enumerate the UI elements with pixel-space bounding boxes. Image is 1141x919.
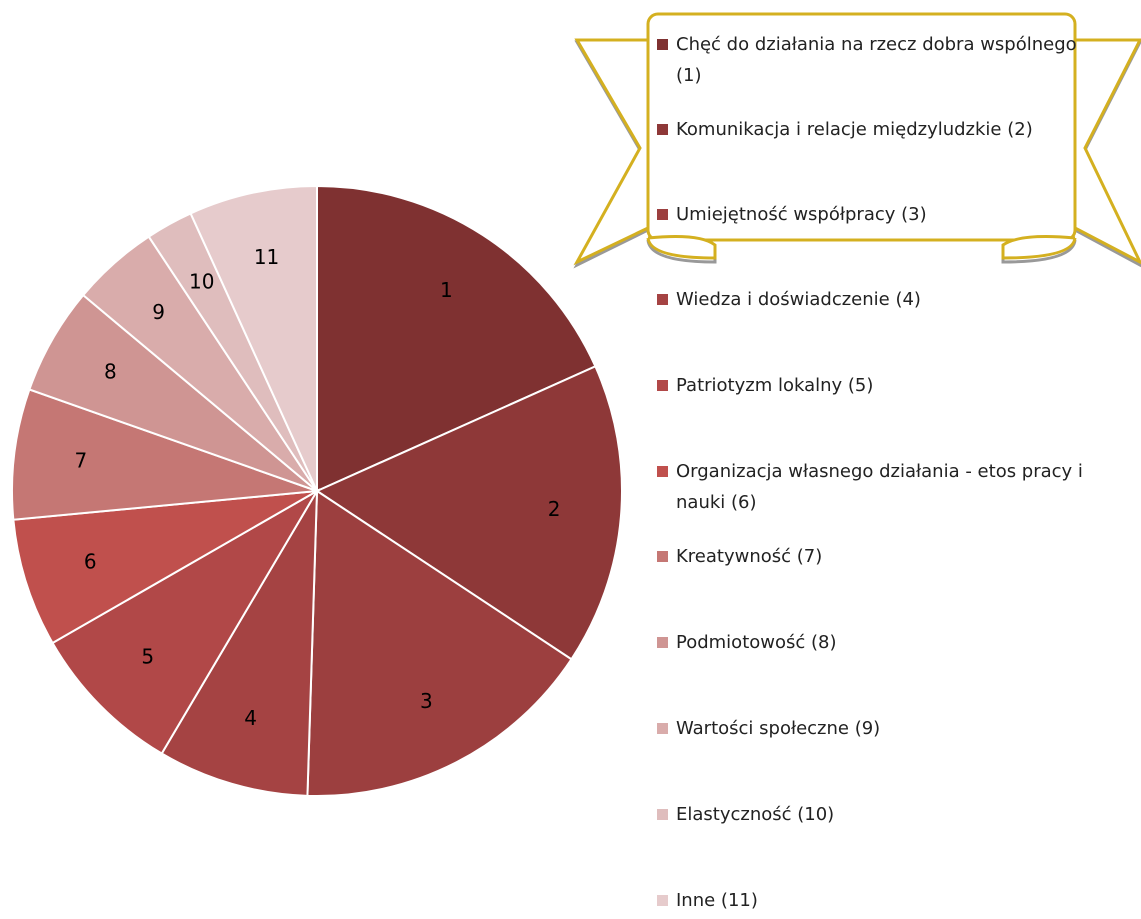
slice-label: 6 bbox=[84, 550, 97, 574]
legend-item: Podmiotowość (8) bbox=[657, 627, 1097, 658]
legend-label: Kreatywność (7) bbox=[676, 541, 1088, 572]
legend-swatch bbox=[657, 809, 668, 820]
legend-label: Podmiotowość (8) bbox=[676, 627, 1088, 658]
slice-label: 7 bbox=[75, 448, 88, 472]
legend-item: Kreatywność (7) bbox=[657, 541, 1097, 572]
legend-item: Elastyczność (10) bbox=[657, 799, 1097, 830]
legend-item: Umiejętność współpracy (3) bbox=[657, 199, 1097, 230]
legend-swatch bbox=[657, 380, 668, 391]
legend-item: Patriotyzm lokalny (5) bbox=[657, 370, 1097, 401]
legend-swatch bbox=[657, 466, 668, 477]
slice-label: 5 bbox=[141, 645, 154, 669]
legend-swatch bbox=[657, 723, 668, 734]
legend-label: Komunikacja i relacje międzyludzkie (2) bbox=[676, 114, 1088, 145]
legend-label: Elastyczność (10) bbox=[676, 799, 1088, 830]
slice-label: 10 bbox=[189, 269, 214, 293]
legend-swatch bbox=[657, 294, 668, 305]
slice-label: 11 bbox=[254, 245, 279, 269]
slice-label: 4 bbox=[244, 706, 257, 730]
legend-swatch bbox=[657, 551, 668, 562]
legend-item: Wartości społeczne (9) bbox=[657, 713, 1097, 744]
legend-swatch bbox=[657, 209, 668, 220]
legend-label: Wartości społeczne (9) bbox=[676, 713, 1088, 744]
legend-label: Patriotyzm lokalny (5) bbox=[676, 370, 1088, 401]
legend-label: Umiejętność współpracy (3) bbox=[676, 199, 1088, 230]
chart: 1 2 3 4 5 6 7 8 9 10 11 Chęć do działania na rzecz… bbox=[0, 0, 1141, 919]
slice-label: 9 bbox=[152, 300, 165, 324]
legend-swatch bbox=[657, 895, 668, 906]
legend-swatch bbox=[657, 637, 668, 648]
legend-swatch bbox=[657, 124, 668, 135]
slice-label: 2 bbox=[548, 497, 561, 521]
legend-item: Wiedza i doświadczenie (4) bbox=[657, 284, 1097, 315]
legend-item: Organizacja własnego działania - etos pr… bbox=[657, 456, 1097, 518]
legend-item: Komunikacja i relacje międzyludzkie (2) bbox=[657, 114, 1097, 145]
legend-label: Wiedza i doświadczenie (4) bbox=[676, 284, 1088, 315]
legend-item: Chęć do działania na rzecz dobra wspólne… bbox=[657, 29, 1097, 91]
legend-item: Inne (11) bbox=[657, 885, 1097, 916]
legend-label: Chęć do działania na rzecz dobra wspólne… bbox=[676, 29, 1088, 91]
slice-label: 8 bbox=[104, 360, 117, 384]
legend-label: Organizacja własnego działania - etos pr… bbox=[676, 456, 1088, 518]
slice-label: 1 bbox=[440, 278, 453, 302]
slice-label: 3 bbox=[420, 689, 433, 713]
legend-label: Inne (11) bbox=[676, 885, 1088, 916]
legend-swatch bbox=[657, 39, 668, 50]
